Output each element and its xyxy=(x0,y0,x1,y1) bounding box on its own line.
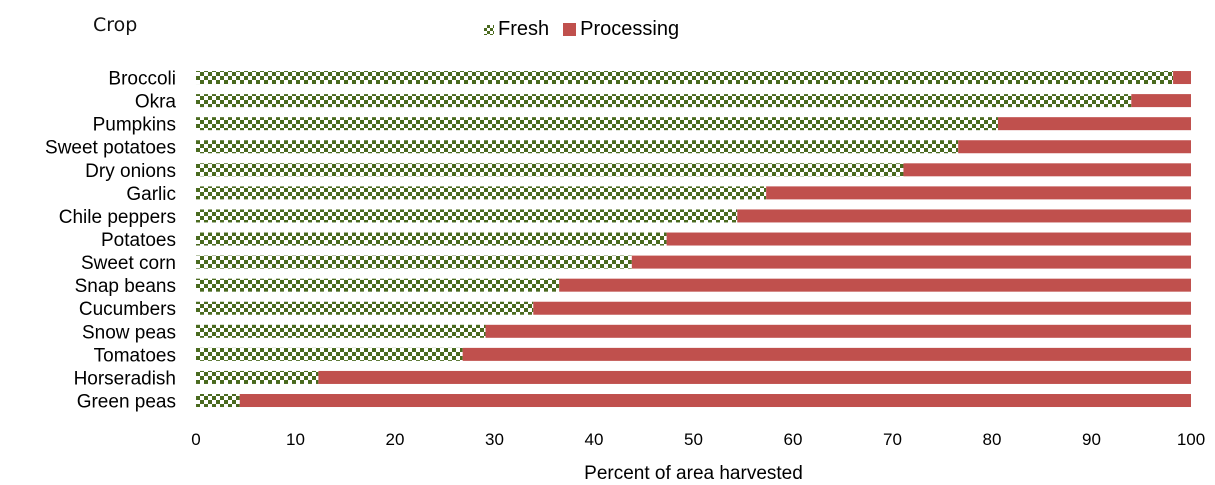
bar-fresh-green-peas xyxy=(196,394,240,408)
legend-label-fresh: Fresh xyxy=(498,18,550,40)
bar-processing-horseradish xyxy=(318,370,1191,384)
legend-label-processing: Processing xyxy=(580,18,680,40)
x-tick-label-20: 20 xyxy=(386,430,405,449)
bar-processing-broccoli xyxy=(1173,71,1191,85)
bar-fresh-horseradish xyxy=(196,370,319,384)
x-tick-label-30: 30 xyxy=(485,430,504,449)
category-label-cucumbers: Cucumbers xyxy=(79,299,176,320)
bar-fresh-garlic xyxy=(196,186,767,200)
bar-fresh-snap-beans xyxy=(196,278,560,292)
bar-fresh-pumpkins xyxy=(196,117,998,131)
bar-processing-okra xyxy=(1131,94,1191,108)
bar-fresh-okra xyxy=(196,94,1132,108)
bar-processing-potatoes xyxy=(666,232,1191,246)
bar-processing-garlic xyxy=(766,186,1191,200)
bar-processing-tomatoes xyxy=(462,347,1191,361)
bar-fresh-sweet-corn xyxy=(196,255,632,269)
legend-item-processing: Processing xyxy=(563,18,679,41)
legend-swatch-fresh xyxy=(484,24,494,35)
x-axis-title: Percent of area harvested xyxy=(584,463,803,484)
category-label-sweet-potatoes: Sweet potatoes xyxy=(45,138,176,159)
category-label-okra: Okra xyxy=(135,92,177,113)
x-tick-label-40: 40 xyxy=(585,430,604,449)
bar-fresh-dry-onions xyxy=(196,163,904,177)
bar-processing-snow-peas xyxy=(485,324,1191,338)
category-label-snow-peas: Snow peas xyxy=(82,322,176,343)
legend-item-fresh: Fresh xyxy=(484,18,549,41)
bar-fresh-snow-peas xyxy=(196,324,486,338)
category-label-dry-onions: Dry onions xyxy=(85,161,176,182)
category-label-tomatoes: Tomatoes xyxy=(94,345,176,366)
legend-swatch-processing xyxy=(563,23,577,36)
category-label-broccoli: Broccoli xyxy=(108,69,176,90)
bar-processing-chile-peppers xyxy=(737,209,1191,223)
x-tick-label-70: 70 xyxy=(883,430,902,449)
x-tick-label-10: 10 xyxy=(286,430,305,449)
category-label-horseradish: Horseradish xyxy=(74,368,176,389)
x-tick-label-100: 100 xyxy=(1177,430,1205,449)
y-axis-title: Crop xyxy=(93,14,138,36)
bar-fresh-cucumbers xyxy=(196,301,534,315)
x-tick-label-0: 0 xyxy=(191,430,200,449)
bar-processing-green-peas xyxy=(239,394,1191,408)
x-tick-label-80: 80 xyxy=(983,430,1002,449)
bar-processing-cucumbers xyxy=(533,301,1191,315)
bar-fresh-potatoes xyxy=(196,232,667,246)
bar-fresh-tomatoes xyxy=(196,347,463,361)
bars-group xyxy=(196,71,1191,408)
bar-processing-sweet-corn xyxy=(631,255,1191,269)
category-label-pumpkins: Pumpkins xyxy=(93,115,176,136)
category-label-green-peas: Green peas xyxy=(77,392,176,413)
x-tick-label-90: 90 xyxy=(1082,430,1101,449)
bar-fresh-sweet-potatoes xyxy=(196,140,959,154)
bar-processing-snap-beans xyxy=(559,278,1191,292)
x-tick-label-60: 60 xyxy=(784,430,803,449)
bar-processing-sweet-potatoes xyxy=(958,140,1191,154)
bar-processing-pumpkins xyxy=(997,117,1191,131)
legend: Fresh Processing xyxy=(484,18,693,41)
bar-fresh-chile-peppers xyxy=(196,209,738,223)
bar-processing-dry-onions xyxy=(903,163,1191,177)
category-label-chile-peppers: Chile peppers xyxy=(59,207,176,228)
x-tick-labels: 0 10 20 30 40 50 60 70 80 90 100 xyxy=(191,430,1205,449)
category-label-garlic: Garlic xyxy=(126,184,176,205)
category-label-sweet-corn: Sweet corn xyxy=(81,253,176,274)
bar-fresh-broccoli xyxy=(196,71,1174,85)
category-label-potatoes: Potatoes xyxy=(101,230,176,251)
category-label-snap-beans: Snap beans xyxy=(75,276,176,297)
x-tick-label-50: 50 xyxy=(684,430,703,449)
